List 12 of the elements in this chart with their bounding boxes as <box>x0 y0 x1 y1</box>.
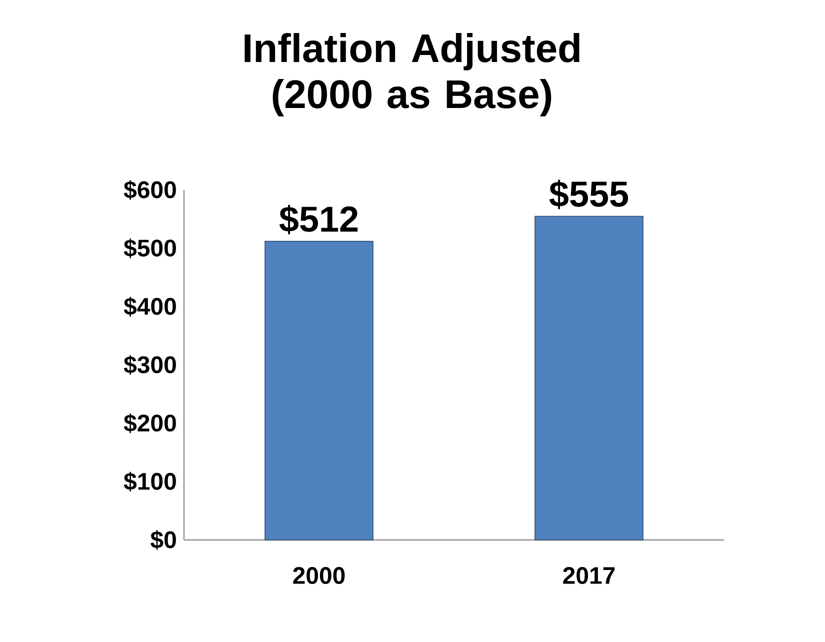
y-tick-label: $100 <box>124 472 176 492</box>
y-tick-label: $400 <box>124 296 176 316</box>
y-tick-label: $600 <box>124 180 176 200</box>
y-tick-label: $0 <box>150 530 176 550</box>
y-tick-label: $200 <box>124 414 176 434</box>
x-tick-label: 2000 <box>293 567 345 584</box>
data-label: $555 <box>549 180 628 210</box>
y-tick-label: $300 <box>124 355 176 375</box>
y-tick-label: $500 <box>124 238 176 258</box>
data-label: $512 <box>279 204 358 234</box>
x-tick-label: 2017 <box>563 567 615 584</box>
chart-title: Inflation Adjusted (2000 as Base) <box>244 33 580 116</box>
